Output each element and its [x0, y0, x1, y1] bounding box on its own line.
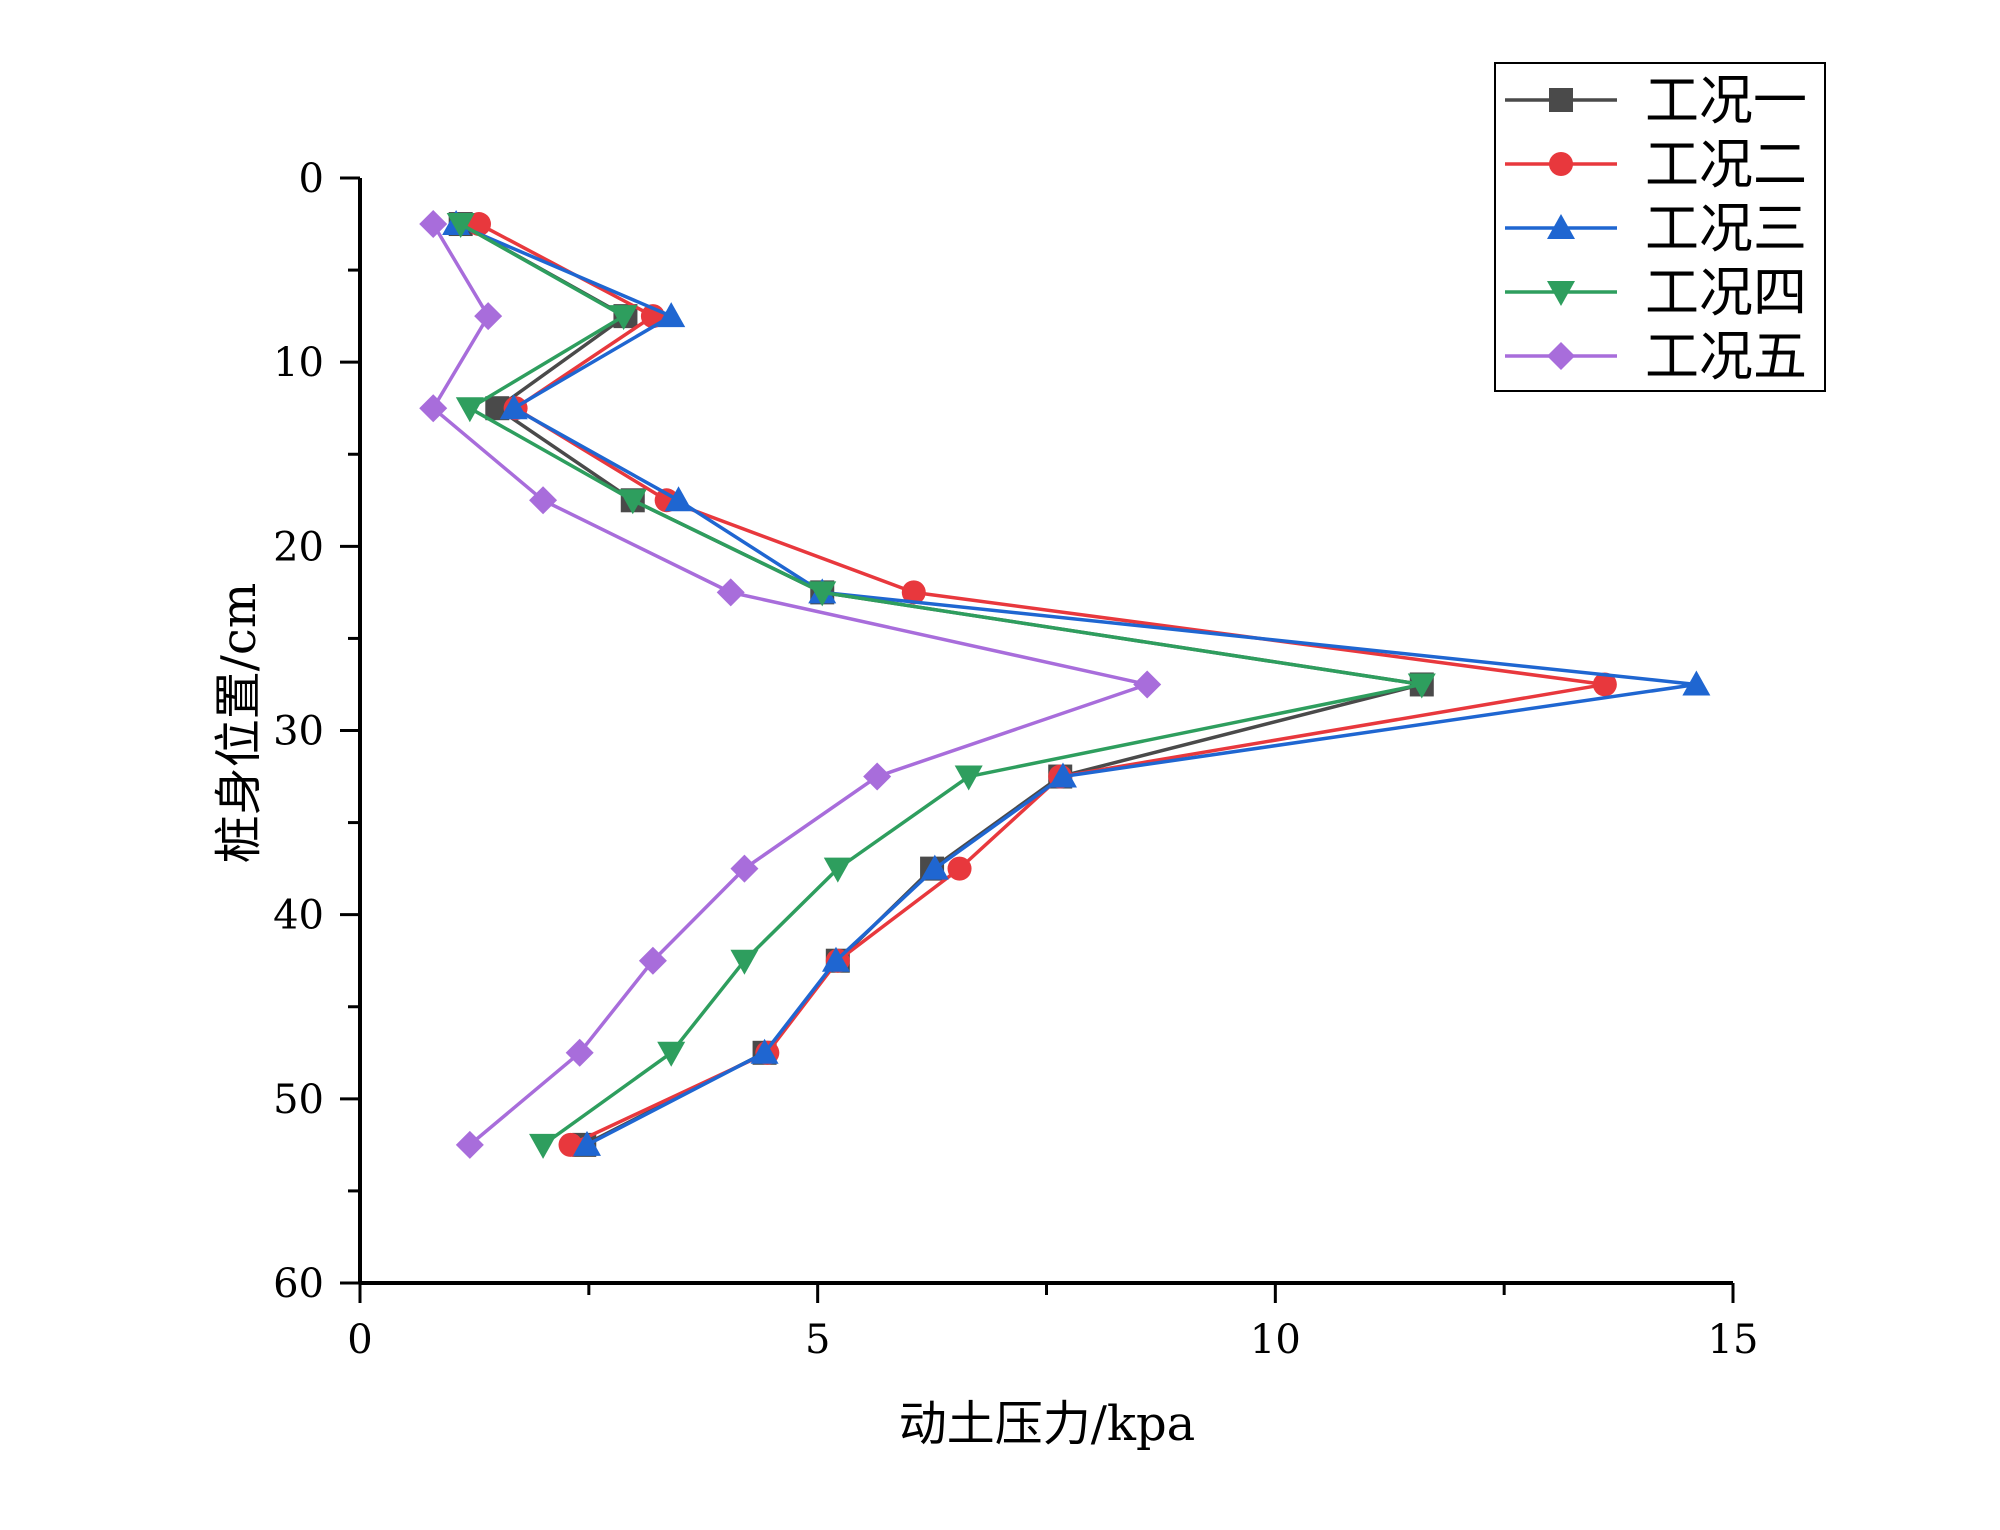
data-point-triangle-up: [1547, 214, 1575, 239]
data-point-triangle-up: [499, 394, 528, 420]
data-point-triangle-down: [808, 581, 837, 607]
x-tick-label: 10: [1250, 1317, 1301, 1363]
data-point-triangle-up: [573, 1130, 602, 1156]
y-tick-label: 50: [273, 1077, 324, 1123]
data-point-diamond: [529, 486, 558, 515]
data-point-triangle-down: [657, 1041, 686, 1067]
y-tick-label: 10: [273, 340, 324, 386]
legend-label: 工况五: [1645, 325, 1807, 388]
data-point-triangle-down: [954, 765, 983, 791]
x-tick-label: 15: [1708, 1317, 1759, 1363]
series-2: [466, 212, 1617, 1157]
legend-item: 工况三: [1505, 197, 1807, 260]
data-point-diamond: [730, 854, 759, 883]
data-point-circle: [901, 580, 926, 605]
series-line: [459, 222, 1424, 1147]
legend-item: 工况四: [1505, 261, 1807, 324]
series-line: [478, 222, 1607, 1147]
data-point-triangle-down: [730, 949, 759, 975]
data-point-triangle-up: [1048, 762, 1077, 788]
data-point-triangle-down: [1547, 281, 1575, 306]
x-axis-title: 动土压力/kpa: [899, 1396, 1196, 1452]
data-point-triangle-down: [455, 397, 484, 423]
y-tick-label: 60: [273, 1261, 324, 1307]
series-line: [459, 222, 1424, 1147]
data-point-triangle-up: [750, 1038, 779, 1064]
data-point-triangle-up: [821, 946, 850, 972]
data-point-circle: [1549, 152, 1573, 176]
axes: 0 5 10 15 0 10 20 30 40 50 60: [273, 156, 1758, 1363]
series-line: [431, 223, 1149, 1147]
series-4: [446, 213, 1436, 1159]
data-point-diamond: [716, 578, 745, 607]
data-point-diamond: [474, 302, 503, 331]
legend-label: 工况四: [1645, 261, 1807, 324]
legend-item: 工况二: [1505, 133, 1807, 196]
data-point-triangle-up: [657, 302, 686, 328]
data-point-triangle-up: [1682, 670, 1711, 696]
data-point-triangle-down: [618, 489, 647, 515]
data-point-diamond: [1547, 342, 1575, 370]
legend-item: 工况五: [1505, 325, 1807, 388]
legend-item: 工况一: [1505, 69, 1807, 132]
y-tick-label: 30: [273, 709, 324, 755]
data-point-triangle-down: [529, 1133, 558, 1159]
data-point-diamond: [1133, 670, 1162, 699]
data-point-diamond: [638, 946, 667, 975]
y-tick-label: 0: [299, 156, 324, 202]
legend-label: 工况一: [1645, 69, 1807, 132]
legend-label: 工况三: [1645, 197, 1807, 260]
data-point-diamond: [419, 394, 448, 423]
x-tick-label: 5: [805, 1317, 830, 1363]
legend-label: 工况二: [1645, 133, 1807, 196]
data-point-diamond: [455, 1130, 484, 1159]
y-tick-label: 20: [273, 524, 324, 570]
data-point-triangle-down: [1407, 673, 1436, 699]
data-point-square: [1549, 88, 1573, 112]
data-point-circle: [1592, 672, 1617, 697]
data-point-triangle-down: [823, 857, 852, 883]
y-tick-label: 40: [273, 893, 324, 939]
data-point-triangle-down: [446, 213, 475, 239]
data-point-triangle-up: [664, 486, 693, 512]
data-point-diamond: [419, 210, 448, 239]
x-tick-label: 0: [347, 1317, 372, 1363]
data-point-diamond: [863, 762, 892, 791]
series-5: [419, 210, 1162, 1159]
data-point-triangle-up: [920, 854, 949, 880]
data-point-triangle-down: [609, 305, 638, 331]
data-point-circle: [947, 856, 972, 881]
series-layer: [419, 210, 1711, 1159]
data-point-diamond: [565, 1038, 594, 1067]
y-axis-title: 桩身位置/cm: [211, 583, 267, 864]
